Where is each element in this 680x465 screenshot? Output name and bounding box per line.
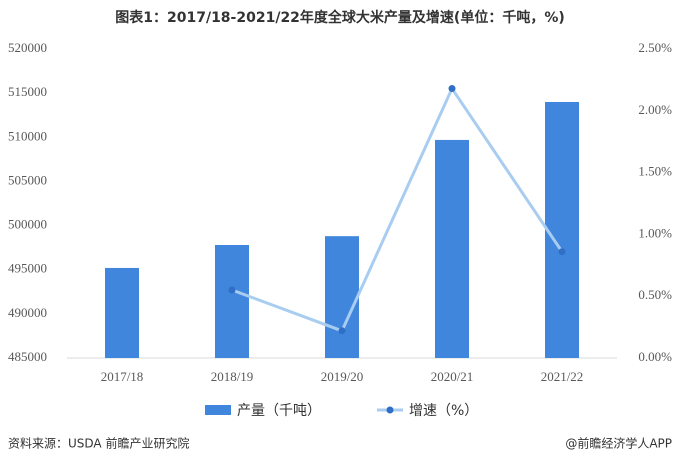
y2-tick-label: 1.00% — [638, 225, 672, 240]
x-tick-label: 2019/20 — [321, 369, 364, 384]
line-marker — [448, 85, 456, 93]
y-tick-label: 505000 — [8, 172, 47, 187]
bar — [545, 101, 579, 358]
x-tick-label: 2021/22 — [541, 369, 584, 384]
y-tick-label: 510000 — [8, 128, 47, 143]
x-tick-label: 2017/18 — [101, 369, 144, 384]
bar — [105, 267, 139, 358]
y-tick-label: 500000 — [8, 217, 47, 232]
y-tick-label: 495000 — [8, 261, 47, 276]
line-marker — [228, 286, 236, 294]
legend-label: 产量（千吨） — [237, 403, 321, 419]
line-marker — [558, 248, 566, 256]
bar — [435, 139, 469, 358]
credit: @前瞻经济学人APP — [565, 436, 672, 451]
y-tick-label: 485000 — [8, 349, 47, 364]
bar — [215, 244, 249, 358]
y-tick-label: 520000 — [8, 40, 47, 55]
y-tick-label: 490000 — [8, 305, 47, 320]
line — [231, 85, 564, 333]
source: 资料来源：USDA 前瞻产业研究院 — [8, 436, 189, 451]
legend-label: 增速（%） — [409, 403, 478, 419]
x-tick-label: 2018/19 — [211, 369, 254, 384]
y2-tick-label: 2.00% — [638, 102, 672, 117]
line-marker — [338, 327, 346, 335]
legend-swatch-marker — [386, 406, 394, 414]
x-tick-label: 2020/21 — [431, 369, 474, 384]
bar — [325, 236, 359, 358]
y2-tick-label: 1.50% — [638, 164, 672, 179]
chart-title: 图表1：2017/18-2021/22年度全球大米产量及增速(单位：千吨，%) — [115, 9, 565, 26]
y2-tick-label: 2.50% — [638, 40, 672, 55]
y2-tick-label: 0.50% — [638, 287, 672, 302]
y-tick-label: 515000 — [8, 84, 47, 99]
y2-tick-label: 0.00% — [638, 349, 672, 364]
legend-swatch — [205, 405, 231, 415]
